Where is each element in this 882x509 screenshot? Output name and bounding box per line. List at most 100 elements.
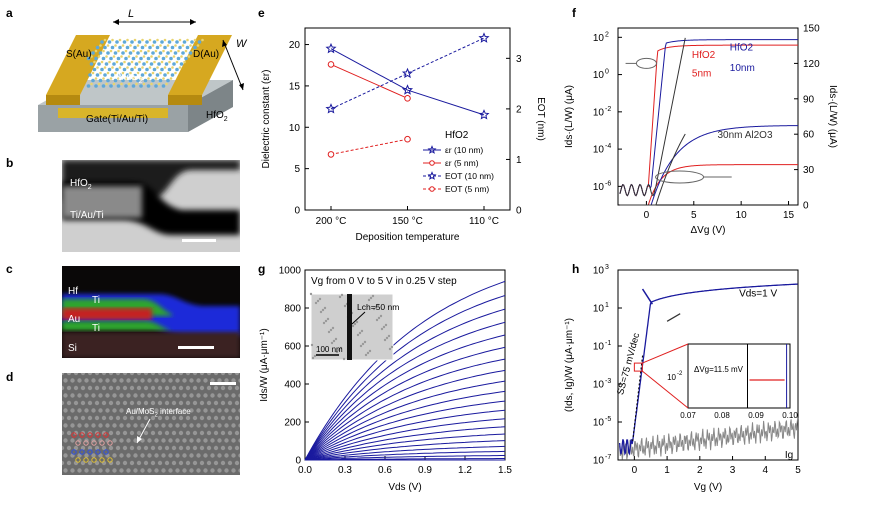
lattice-atom <box>121 71 125 75</box>
lattice-dot <box>133 423 138 428</box>
x-tick-label: 1.2 <box>458 465 472 476</box>
inset-frame <box>687 343 791 409</box>
lattice-dot <box>140 378 145 383</box>
lattice-atom <box>148 66 152 69</box>
inset-grain <box>319 310 323 314</box>
lattice-dot <box>112 408 117 413</box>
lattice-dot <box>231 423 236 428</box>
y-tick-label: 200 <box>284 418 301 429</box>
lattice-dot <box>238 438 240 443</box>
plot-frame <box>304 27 511 211</box>
lattice-atom <box>94 49 98 53</box>
lattice-dot <box>94 400 100 406</box>
lattice-atom <box>139 49 143 53</box>
lattice-dot <box>143 460 149 466</box>
lattice-dot <box>84 408 89 413</box>
lattice-dot <box>175 423 180 428</box>
lattice-dot <box>185 400 191 406</box>
lattice-dot <box>122 460 128 466</box>
lattice-dot <box>119 393 124 398</box>
lattice-dot <box>178 460 184 466</box>
series-line <box>330 48 485 116</box>
lattice-atom <box>105 82 108 86</box>
lattice-dot <box>168 408 173 413</box>
au-atom-marker <box>71 432 77 438</box>
x-tick-label: 150 °C <box>392 216 423 227</box>
lattice-dot <box>206 373 212 376</box>
lattice-dot <box>217 423 222 428</box>
inset-grain <box>337 348 341 352</box>
lattice-atom <box>106 44 110 47</box>
lattice-dot <box>210 453 215 458</box>
output-curve <box>304 400 506 461</box>
lattice-atom <box>103 66 107 69</box>
lattice-atom <box>151 78 155 83</box>
lattice-atom <box>102 77 105 80</box>
lattice-atom <box>180 55 183 58</box>
annotation-hfo2-5nm: HfO2 <box>692 50 716 61</box>
y2-tick-label: 150 <box>803 24 820 35</box>
lattice-dot <box>94 445 100 451</box>
lattice-dot <box>227 430 233 436</box>
lattice-dot <box>105 393 110 398</box>
lattice-dot <box>119 453 124 458</box>
inset-grain <box>364 353 368 357</box>
label-source: S(Au) <box>66 49 92 60</box>
inset-grain <box>387 334 391 338</box>
lattice-atom <box>143 51 148 55</box>
inset-grain <box>332 339 336 343</box>
lattice-atom <box>172 62 176 66</box>
inset-grain <box>379 314 383 318</box>
label-mos2: MoS2 <box>118 72 143 85</box>
inset-grain <box>316 299 320 303</box>
lattice-dot <box>98 408 103 413</box>
x-tick-label: 5 <box>691 210 697 221</box>
lattice-atom <box>175 67 179 72</box>
lattice-atom <box>125 73 130 77</box>
output-curve <box>304 440 506 461</box>
x-tick-label: 1.5 <box>498 465 512 476</box>
lattice-dot <box>70 393 75 398</box>
lattice-atom <box>151 51 155 55</box>
lattice-atom <box>113 78 118 83</box>
lattice-atom <box>98 51 103 55</box>
lattice-dot <box>213 445 219 451</box>
lattice-atom <box>201 38 204 42</box>
lattice-atom <box>178 66 182 69</box>
lattice-dot <box>105 378 110 383</box>
lattice-atom <box>156 38 159 42</box>
lattice-dot <box>175 468 180 473</box>
lattice-dot <box>77 408 82 413</box>
y2-tick-label: 90 <box>803 94 815 105</box>
inset-grain <box>338 295 342 299</box>
data-point <box>401 84 414 95</box>
lattice-atom <box>121 44 125 47</box>
y-axis-label: Dielectric constant (εr) <box>261 70 272 169</box>
lattice-dot <box>87 385 93 391</box>
y-tick-label: 0 <box>294 206 300 217</box>
lattice-dot <box>136 373 142 376</box>
lattice-dot <box>199 400 205 406</box>
lattice-dot <box>154 423 159 428</box>
lattice-dot <box>122 430 128 436</box>
lattice-dot <box>129 430 135 436</box>
lattice-atom <box>168 60 171 64</box>
lattice-dot <box>213 385 219 391</box>
label-L: L <box>128 8 135 20</box>
lattice-dot <box>129 460 135 466</box>
y-tick-label: 400 <box>284 380 301 391</box>
lattice-dot <box>101 430 107 436</box>
lattice-dot <box>210 408 215 413</box>
inset-grain <box>374 305 378 309</box>
lattice-dot <box>73 385 79 391</box>
au-atom-marker <box>83 440 89 446</box>
lattice-dot <box>133 438 138 443</box>
lattice-dot <box>84 393 89 398</box>
s-atom-marker <box>99 457 105 463</box>
lattice-atom <box>196 44 200 47</box>
lattice-dot <box>213 400 219 406</box>
lattice-dot <box>182 393 187 398</box>
output-curve <box>304 369 506 461</box>
lattice-dot <box>84 423 89 428</box>
